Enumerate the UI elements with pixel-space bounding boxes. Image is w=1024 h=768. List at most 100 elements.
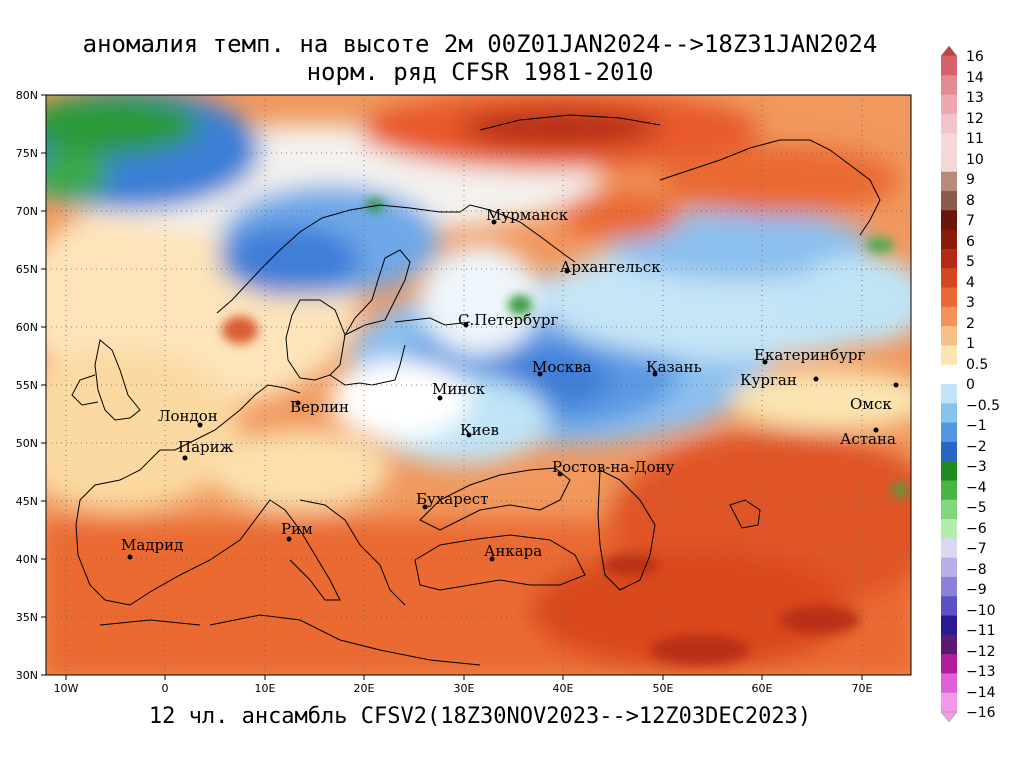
city-marker-dot-icon — [762, 359, 768, 365]
colorbar-swatch — [941, 422, 957, 443]
lat-label: 55N — [16, 379, 38, 392]
lon-label: 0 — [162, 682, 169, 695]
colorbar-swatch — [941, 364, 957, 385]
colorbar-swatch — [941, 576, 957, 597]
colorbar-swatch — [941, 519, 957, 539]
colorbar-label: −4 — [966, 480, 987, 496]
colorbar-swatch — [941, 596, 957, 616]
colorbar-swatch — [941, 94, 957, 115]
city-marker-dot-icon — [813, 376, 819, 382]
colorbar-label: 0 — [966, 377, 975, 393]
city-marker-dot-icon — [557, 471, 563, 477]
city-label: Мадрид — [121, 536, 183, 554]
city-marker-dot-icon — [893, 382, 899, 388]
colorbar-swatch — [941, 654, 957, 674]
colorbar-label: 10 — [966, 152, 984, 168]
colorbar-label: 7 — [966, 213, 975, 229]
colorbar-swatch — [941, 171, 957, 192]
city-marker-dot-icon — [564, 268, 570, 274]
city-label: Москва — [532, 358, 592, 376]
colorbar-swatch — [941, 403, 957, 423]
city-marker-dot-icon — [873, 427, 879, 433]
colorbar-swatch — [941, 306, 957, 327]
city-marker-dot-icon — [491, 219, 497, 225]
colorbar-label: 5 — [966, 254, 975, 270]
lat-label: 40N — [16, 553, 38, 566]
lon-label: 20E — [354, 682, 375, 695]
colorbar-swatch — [941, 191, 957, 211]
city-label: Берлин — [290, 398, 349, 416]
lon-label: 70E — [852, 682, 873, 695]
colorbar-label: 12 — [966, 111, 984, 127]
map-title: аномалия темп. на высоте 2м 00Z01JAN2024… — [82, 30, 878, 58]
colorbar-swatch — [941, 113, 957, 134]
lon-label: 60E — [752, 682, 773, 695]
city-label: С.Петербург — [458, 311, 558, 329]
lat-label: 35N — [16, 611, 38, 624]
colorbar: 16 14 13 12 11 10 9 8 7 6 5 4 3 2 1 0.5 … — [940, 45, 1000, 723]
lat-label: 70N — [16, 205, 38, 218]
city-label: Казань — [646, 358, 702, 376]
colorbar-swatch — [941, 133, 957, 153]
colorbar-label: 9 — [966, 172, 975, 188]
colorbar-label: 2 — [966, 316, 975, 332]
colorbar-swatch — [941, 229, 957, 250]
lon-labels: 10W 0 10E 20E 30E 40E 50E 60E 70E — [54, 682, 873, 695]
map-subtitle: норм. ряд CFSR 1981-2010 — [306, 58, 654, 86]
city-marker-dot-icon — [463, 322, 469, 328]
colorbar-label: −0.5 — [966, 398, 1000, 414]
city-marker-dot-icon — [422, 504, 428, 510]
city-label: Бухарест — [416, 490, 488, 508]
city-label: Лондон — [158, 407, 218, 425]
colorbar-swatch — [941, 692, 957, 713]
city-label: Мурманск — [486, 206, 569, 224]
colorbar-label: −14 — [966, 685, 996, 701]
city-label: Архангельск — [560, 258, 661, 276]
colorbar-swatch — [941, 268, 957, 288]
colorbar-swatch — [941, 75, 957, 95]
colorbar-label: 3 — [966, 295, 975, 311]
colorbar-label: 13 — [966, 90, 984, 106]
cities: Мурманск Архангельск С.Петербург Москва … — [121, 206, 899, 562]
colorbar-label: 16 — [966, 49, 984, 65]
lat-labels: 80N 75N 70N 65N 60N 55N 50N 45N 40N 35N … — [16, 89, 38, 682]
city-marker-dot-icon — [437, 395, 443, 401]
colorbar-label: −1 — [966, 418, 987, 434]
lat-label: 65N — [16, 263, 38, 276]
colorbar-label: −10 — [966, 603, 996, 619]
colorbar-swatch — [941, 441, 957, 462]
colorbar-swatch — [941, 152, 957, 173]
colorbar-swatch — [941, 345, 957, 366]
lat-label: 50N — [16, 437, 38, 450]
colorbar-label: −7 — [966, 541, 987, 557]
colorbar-label: 14 — [966, 70, 984, 86]
ensemble-footer: 12 чл. ансамбль CFSV2(18Z30NOV2023-->12Z… — [148, 704, 812, 729]
coastlines — [71, 114, 881, 666]
city-label: Омск — [850, 395, 892, 413]
city-marker-dot-icon — [537, 371, 543, 377]
lat-label: 80N — [16, 89, 38, 102]
city-label: Рим — [281, 520, 313, 538]
lat-label: 45N — [16, 495, 38, 508]
city-marker-dot-icon — [489, 556, 495, 562]
colorbar-down-triangle-icon — [940, 711, 958, 723]
colorbar-swatch — [941, 499, 957, 520]
graticule — [46, 95, 911, 675]
colorbar-label: −16 — [966, 705, 996, 721]
city-label: Ростов-на-Дону — [552, 458, 675, 476]
city-marker-dot-icon — [652, 371, 658, 377]
city-label: Минск — [432, 380, 486, 398]
city-label: Киев — [460, 421, 499, 439]
city-label: Астана — [840, 430, 896, 448]
colorbar-label: −8 — [966, 562, 987, 578]
colorbar-label: 1 — [966, 336, 975, 352]
colorbar-swatch — [941, 56, 957, 76]
lat-label: 75N — [16, 147, 38, 160]
colorbar-swatch — [941, 248, 957, 269]
lon-label: 10E — [255, 682, 276, 695]
city-marker-dot-icon — [466, 432, 472, 438]
city-marker-dot-icon — [182, 455, 188, 461]
colorbar-label: −6 — [966, 521, 987, 537]
city-marker-dot-icon — [197, 422, 203, 428]
